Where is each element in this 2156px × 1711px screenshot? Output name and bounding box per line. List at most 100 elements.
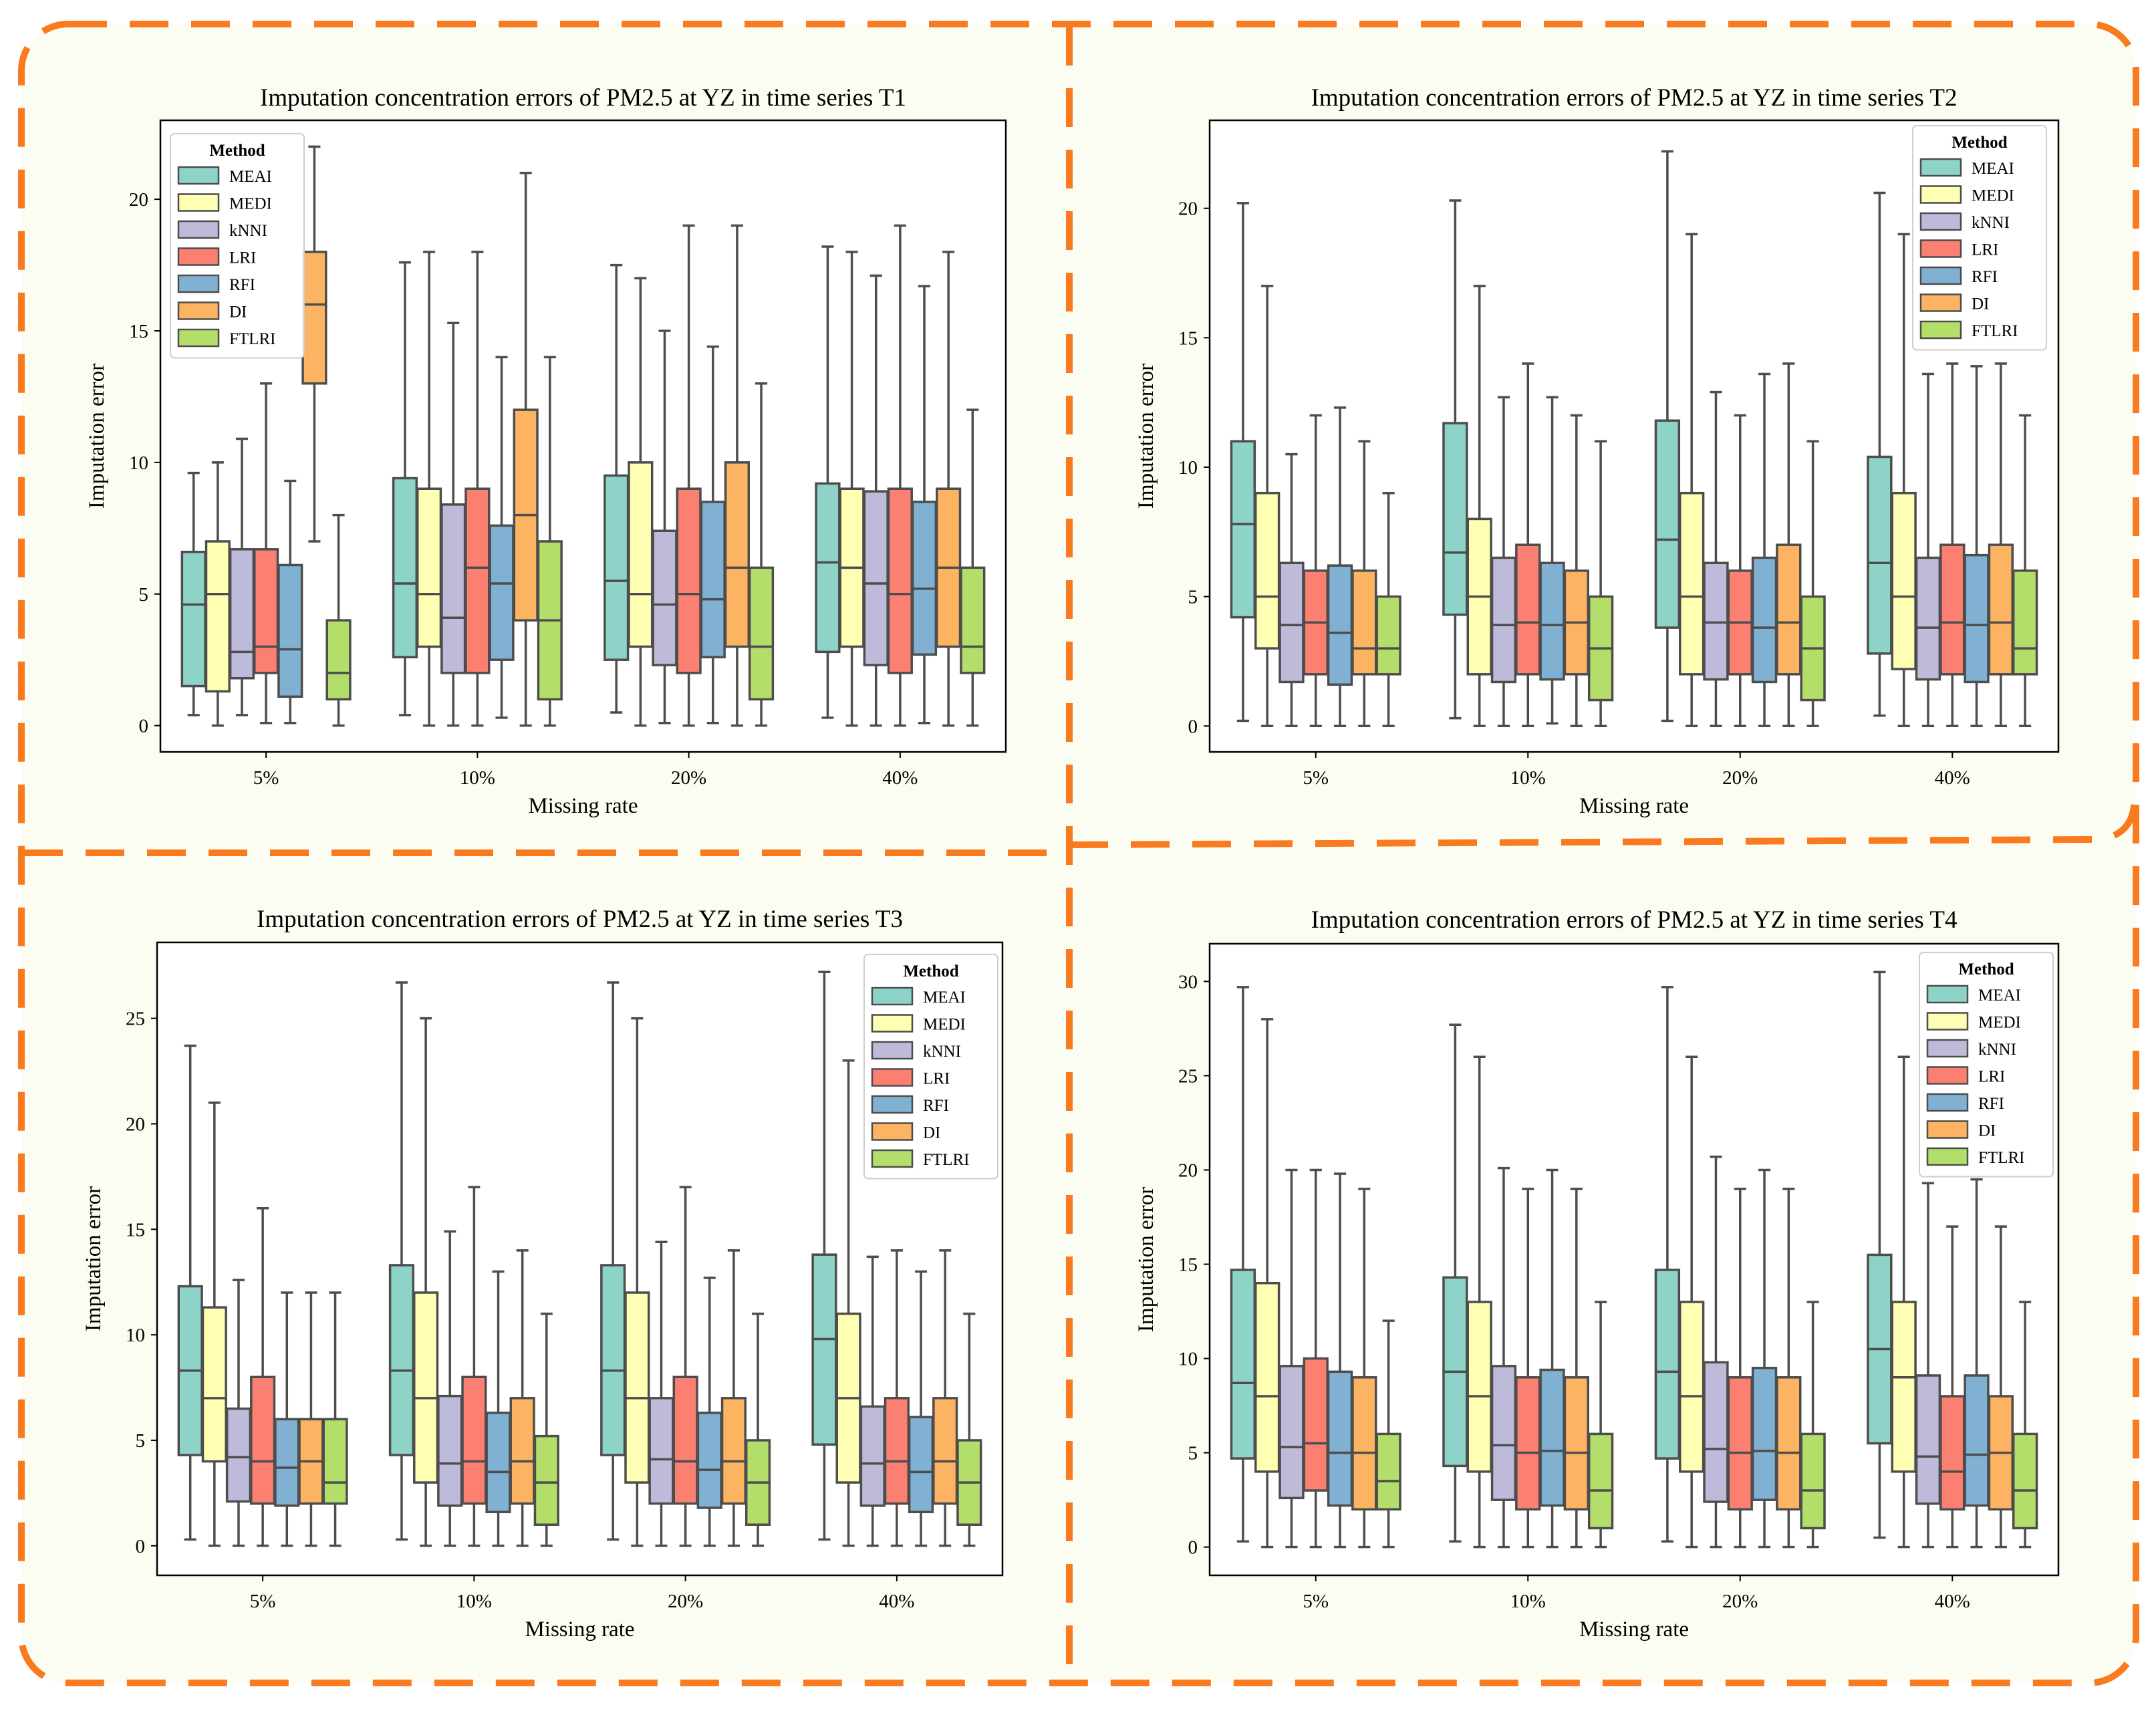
legend-title: Method <box>1951 134 2007 152</box>
legend-swatch-RFI <box>177 274 220 293</box>
box-LRI-40% <box>884 1249 910 1547</box>
box-iqr <box>1327 1370 1353 1507</box>
x-tick-label: 5% <box>1303 1591 1329 1612</box>
box-MEAI-5% <box>1230 986 1256 1543</box>
box-LRI-5% <box>1303 1168 1329 1549</box>
y-tick-label: 25 <box>1178 1065 1198 1087</box>
box-iqr <box>277 563 303 698</box>
box-iqr <box>1654 1269 1681 1460</box>
box-MEAI-20% <box>1654 986 1681 1543</box>
box-iqr <box>1703 1361 1729 1503</box>
box-DI-20% <box>720 1249 747 1547</box>
box-FTLRI-5% <box>322 1291 348 1547</box>
box-LRI-40% <box>887 224 913 727</box>
box-iqr <box>322 1418 348 1505</box>
box-FTLRI-10% <box>533 1312 559 1547</box>
x-tick-label: 40% <box>1935 1591 1970 1612</box>
legend-swatch-MEAI <box>177 166 220 185</box>
box-iqr <box>1679 1301 1705 1473</box>
box-RFI-10% <box>1539 396 1565 725</box>
box-MEAI-5% <box>177 1044 203 1541</box>
box-iqr <box>1515 1376 1541 1511</box>
chart-panel-t1: Imputation concentration errors of PM2.5… <box>85 84 1007 818</box>
box-iqr <box>205 540 231 693</box>
box-iqr <box>1254 491 1281 650</box>
box-DI-20% <box>1776 1187 1802 1549</box>
box-iqr <box>1230 440 1256 619</box>
chart-panel-t3: Imputation concentration errors of PM2.5… <box>82 906 1004 1641</box>
box-RFI-20% <box>1751 1168 1778 1549</box>
box-kNNI-5% <box>1278 1168 1305 1549</box>
box-FTLRI-40% <box>956 1312 982 1547</box>
box-RFI-40% <box>908 1270 934 1547</box>
box-iqr <box>1327 564 1353 686</box>
box-LRI-40% <box>1939 1225 1966 1549</box>
legend-label-kNNI: kNNI <box>923 1043 961 1061</box>
y-tick-label: 5 <box>1188 587 1198 608</box>
box-iqr <box>1442 422 1468 616</box>
box-MEDI-20% <box>628 277 654 727</box>
box-iqr <box>652 529 678 666</box>
legend-swatch-FTLRI <box>177 328 220 348</box>
legend-swatch-RFI <box>871 1095 914 1114</box>
box-MEAI-5% <box>180 471 207 716</box>
frame-horizontal-divider-right <box>1069 796 2138 848</box>
box-kNNI-20% <box>648 1240 674 1547</box>
legend-label-DI: DI <box>1972 295 1989 313</box>
box-LRI-10% <box>461 1186 487 1547</box>
x-tick-label: 5% <box>253 767 279 789</box>
box-iqr <box>1915 1374 1941 1505</box>
box-iqr <box>1939 1395 1966 1511</box>
legend-label-RFI: RFI <box>1978 1095 2004 1113</box>
box-FTLRI-20% <box>1800 1301 1826 1549</box>
x-tick-label: 20% <box>668 1591 703 1612</box>
chart-title: Imputation concentration errors of PM2.5… <box>260 84 906 112</box>
box-iqr <box>908 1416 934 1514</box>
box-FTLRI-5% <box>1375 1319 1401 1549</box>
box-iqr <box>388 1264 415 1456</box>
box-iqr <box>748 566 775 700</box>
box-FTLRI-40% <box>2012 1301 2038 1549</box>
y-axis-label: Imputation error <box>1134 1187 1158 1332</box>
box-iqr <box>253 548 279 674</box>
y-tick-label: 10 <box>129 452 148 474</box>
x-axis-label: Missing rate <box>525 1617 634 1641</box>
box-MEDI-5% <box>1254 1018 1281 1549</box>
legend-label-MEDI: MEDI <box>1972 187 2014 205</box>
x-tick-label: 20% <box>1722 1591 1758 1612</box>
y-tick-label: 0 <box>136 1536 146 1557</box>
legend-swatch-kNNI <box>177 220 220 239</box>
x-tick-label: 5% <box>1303 767 1329 789</box>
box-iqr <box>301 251 327 385</box>
box-FTLRI-10% <box>1587 440 1614 728</box>
box-iqr <box>1539 561 1565 681</box>
box-iqr <box>720 1397 747 1505</box>
box-iqr <box>1727 1376 1753 1511</box>
x-axis-label: Missing rate <box>1579 1617 1689 1641</box>
y-tick-label: 5 <box>139 584 149 606</box>
box-LRI-20% <box>1727 1187 1753 1549</box>
y-tick-label: 10 <box>1178 457 1198 479</box>
box-DI-40% <box>936 251 962 727</box>
box-MEDI-10% <box>416 251 442 727</box>
box-iqr <box>464 487 491 674</box>
box-iqr <box>1776 1376 1802 1511</box>
box-iqr <box>461 1375 487 1505</box>
box-iqr <box>887 487 913 674</box>
box-iqr <box>859 1405 886 1507</box>
box-iqr <box>932 1397 958 1505</box>
box-iqr <box>1490 556 1517 684</box>
legend-label-FTLRI: FTLRI <box>1978 1149 2024 1167</box>
axes-frame <box>156 941 1004 1577</box>
legend-label-MEAI: MEAI <box>229 168 272 186</box>
box-iqr <box>1515 543 1541 676</box>
box-DI-10% <box>1563 1187 1589 1549</box>
chart-title: Imputation concentration errors of PM2.5… <box>1311 906 1958 934</box>
box-RFI-40% <box>1964 365 1990 728</box>
box-iqr <box>811 1253 837 1446</box>
y-tick-label: 20 <box>1178 199 1198 220</box>
box-RFI-20% <box>1751 372 1778 728</box>
box-iqr <box>603 474 630 661</box>
legend-label-DI: DI <box>229 303 247 321</box>
box-MEAI-10% <box>388 981 415 1541</box>
